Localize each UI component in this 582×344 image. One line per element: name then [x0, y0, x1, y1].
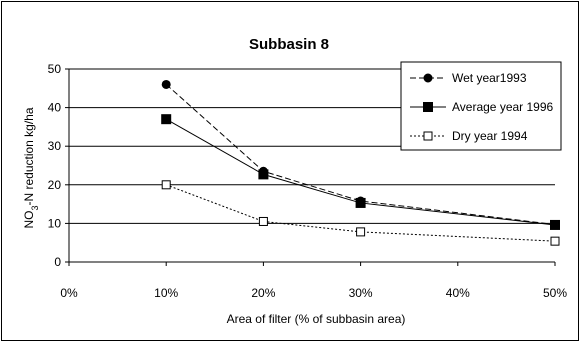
legend: Wet year1993 Average year 1996 Dry year 19… — [400, 61, 562, 151]
x-tick-label: 40% — [446, 286, 470, 300]
y-tick-label: 0 — [54, 255, 61, 269]
series-line — [165, 118, 556, 226]
series-line — [166, 184, 556, 242]
y-tick-label: 30 — [48, 139, 62, 153]
data-point-marker — [550, 219, 560, 230]
data-point-marker — [355, 197, 366, 208]
data-point-marker — [258, 169, 269, 180]
y-axis-label-part2: -N reduction kg/ha — [22, 107, 36, 205]
x-tick-label: 0% — [60, 286, 78, 300]
data-point-marker — [423, 131, 433, 141]
data-point-marker — [356, 227, 366, 237]
tick-labels: 0 10 20 30 40 50 0% 10% 20% 30% 40% 50% — [48, 62, 568, 300]
x-tick-label: 50% — [543, 286, 567, 300]
data-point-marker — [161, 180, 171, 190]
y-tick-label: 20 — [48, 178, 62, 192]
y-axis-label-part1: NO — [22, 211, 36, 229]
legend-label: Dry year 1994 — [452, 129, 528, 143]
data-point-marker — [423, 73, 433, 83]
x-tick-label: 20% — [251, 286, 275, 300]
data-point-marker — [161, 79, 171, 89]
series-2 — [161, 114, 560, 230]
series-line — [165, 84, 556, 226]
series-3 — [161, 180, 560, 246]
chart-title: Subbasin 8 — [249, 36, 329, 53]
legend-label: Wet year1993 — [452, 71, 527, 85]
axes — [65, 68, 556, 266]
y-tick-label: 10 — [48, 216, 62, 230]
data-point-marker — [161, 114, 172, 125]
y-tick-label: 50 — [48, 62, 62, 76]
x-tick-label: 10% — [154, 286, 178, 300]
data-point-marker — [258, 216, 268, 226]
legend-label: Average year 1996 — [452, 100, 554, 114]
x-axis-label: Area of filter (% of subbasin area) — [227, 312, 406, 326]
y-tick-label: 40 — [48, 101, 62, 115]
y-axis-label: NO3-N reduction kg/ha — [22, 107, 40, 228]
x-tick-label: 30% — [349, 286, 373, 300]
series — [161, 79, 560, 246]
y-axis-label-sub: 3 — [30, 206, 40, 211]
data-point-marker — [423, 102, 433, 112]
data-point-marker — [550, 236, 560, 246]
